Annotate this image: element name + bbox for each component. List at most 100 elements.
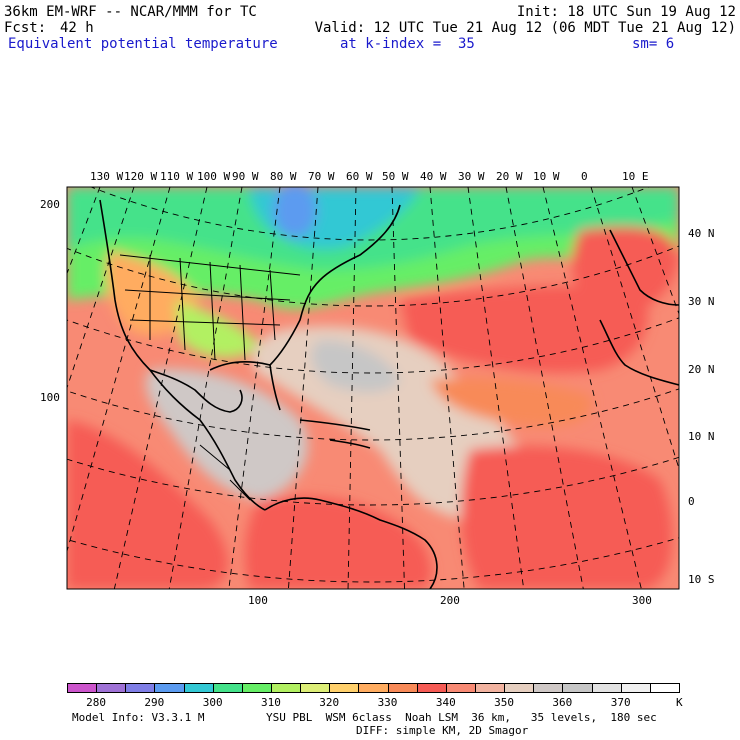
colorbar-level-320: 320 — [319, 696, 340, 709]
lon-label-1: 120 W — [124, 170, 158, 183]
meridian-line — [542, 187, 642, 589]
colorbar-swatch — [300, 683, 331, 693]
lat-label-5: 10 S — [688, 573, 715, 586]
lon-label-11: 20 W — [496, 170, 523, 183]
field-band-360 — [311, 340, 400, 392]
colorbar-unit: K — [676, 696, 683, 709]
meridian-line — [67, 187, 171, 553]
colorbar-swatch — [649, 683, 680, 693]
field-band-290 — [273, 187, 317, 238]
colorbar-swatch — [475, 683, 506, 693]
lon-label-14: 10 E — [622, 170, 649, 183]
lat-label-3: 10 N — [688, 430, 715, 443]
model-info: Model Info: V3.3.1 M — [72, 711, 205, 724]
colorbar-level-300: 300 — [202, 696, 223, 709]
colorbar-level-310: 310 — [261, 696, 281, 709]
field-band-355 — [146, 369, 308, 500]
lon-label-10: 30 W — [458, 170, 485, 183]
colorbar-swatch — [533, 683, 564, 693]
meridian-line — [113, 187, 208, 589]
colorbar-swatch — [620, 683, 651, 693]
smoothing: sm= 6 — [632, 36, 675, 52]
init-time: Init: 18 UTC Sun 19 Aug 12 — [516, 4, 736, 20]
forecast-hour: 42 h — [60, 20, 94, 36]
colorbar-level-350: 350 — [494, 696, 515, 709]
coast-gulf-mexico — [149, 369, 243, 413]
parallel-line — [67, 456, 679, 506]
bottom-tick-200: 200 — [440, 594, 460, 607]
lon-label-9: 40 W — [420, 170, 447, 183]
lon-label-3: 100 W — [197, 170, 231, 183]
field-band-330-west — [106, 250, 200, 336]
meridian-line — [429, 187, 465, 589]
field-band-340-atlantic — [400, 285, 648, 373]
coast-caribbean-islands — [299, 419, 371, 449]
diffusion-info: DIFF: simple KM, 2D Smagor — [356, 724, 529, 737]
forecast-label: Fcst: — [4, 20, 47, 36]
meridian-line — [590, 187, 679, 471]
colorbar-swatch — [416, 683, 447, 693]
colorbar-level-330: 330 — [377, 696, 398, 709]
lon-label-4: 90 W — [232, 170, 259, 183]
colorbar-swatch — [241, 683, 272, 693]
lat-label-1: 30 N — [688, 295, 715, 308]
field-band-340-pacific — [67, 420, 229, 589]
field-band-320 — [175, 300, 260, 358]
coast-pacific-north-america — [99, 199, 266, 511]
meridian-line — [347, 187, 357, 589]
meridian-line — [467, 187, 525, 589]
colorbar-swatch — [387, 683, 418, 693]
physics-info: YSU PBL WSM 6class Noah LSM 36 km, 35 le… — [266, 711, 657, 724]
lon-label-12: 10 W — [533, 170, 560, 183]
coastlines — [99, 199, 679, 589]
meridian-line — [287, 187, 319, 589]
lon-label-5: 80 W — [270, 170, 297, 183]
colorbar-swatch — [445, 683, 476, 693]
lat-label-0: 40 N — [688, 227, 715, 240]
colorbar-level-280: 280 — [86, 696, 107, 709]
lon-label-6: 70 W — [308, 170, 335, 183]
meridian-line — [67, 187, 101, 275]
colorbar-level-360: 360 — [552, 696, 573, 709]
meridian-line — [391, 187, 405, 589]
graticule — [67, 187, 679, 589]
meridian-line — [505, 187, 584, 589]
meridian-line — [168, 187, 243, 589]
map-frame — [66, 186, 680, 590]
meridian-line — [228, 187, 281, 589]
meridian-line — [631, 187, 679, 316]
colorbar-swatch — [271, 683, 302, 693]
left-tick-100: 100 — [40, 391, 60, 404]
left-tick-200: 200 — [40, 198, 60, 211]
colorbar-swatch — [329, 683, 360, 693]
colorbar-level-340: 340 — [435, 696, 456, 709]
colorbar-swatch — [67, 683, 98, 693]
field-band-340-samerica — [244, 496, 432, 589]
lat-label-2: 20 N — [688, 363, 715, 376]
coast-europe — [609, 229, 679, 306]
meridian-line — [67, 187, 135, 390]
coast-west-africa — [599, 319, 679, 386]
lon-label-8: 50 W — [382, 170, 409, 183]
coast-north-south-america — [264, 497, 438, 589]
bottom-tick-100: 100 — [248, 594, 268, 607]
coast-florida — [269, 364, 281, 411]
colorbar-swatch — [562, 683, 593, 693]
field-band-340-europe — [571, 226, 679, 313]
state-borders — [119, 254, 301, 501]
model-title: 36km EM-WRF -- NCAR/MMM for TC — [4, 4, 257, 20]
valid-time: Valid: 12 UTC Tue 21 Aug 12 (06 MDT Tue … — [314, 20, 736, 36]
k-index: at k-index = 35 — [340, 36, 475, 52]
field-name: Equivalent potential temperature — [8, 36, 278, 52]
bottom-tick-300: 300 — [632, 594, 652, 607]
lat-label-4: 0 — [688, 495, 695, 508]
colorbar-swatch — [591, 683, 622, 693]
coast-east-north-america — [209, 204, 401, 371]
colorbar-level-370: 370 — [610, 696, 631, 709]
field-band-335 — [430, 378, 592, 427]
colorbar-swatch — [154, 683, 185, 693]
parallel-line — [67, 245, 679, 307]
colorbar-swatch — [183, 683, 214, 693]
colorbar-swatch — [125, 683, 156, 693]
